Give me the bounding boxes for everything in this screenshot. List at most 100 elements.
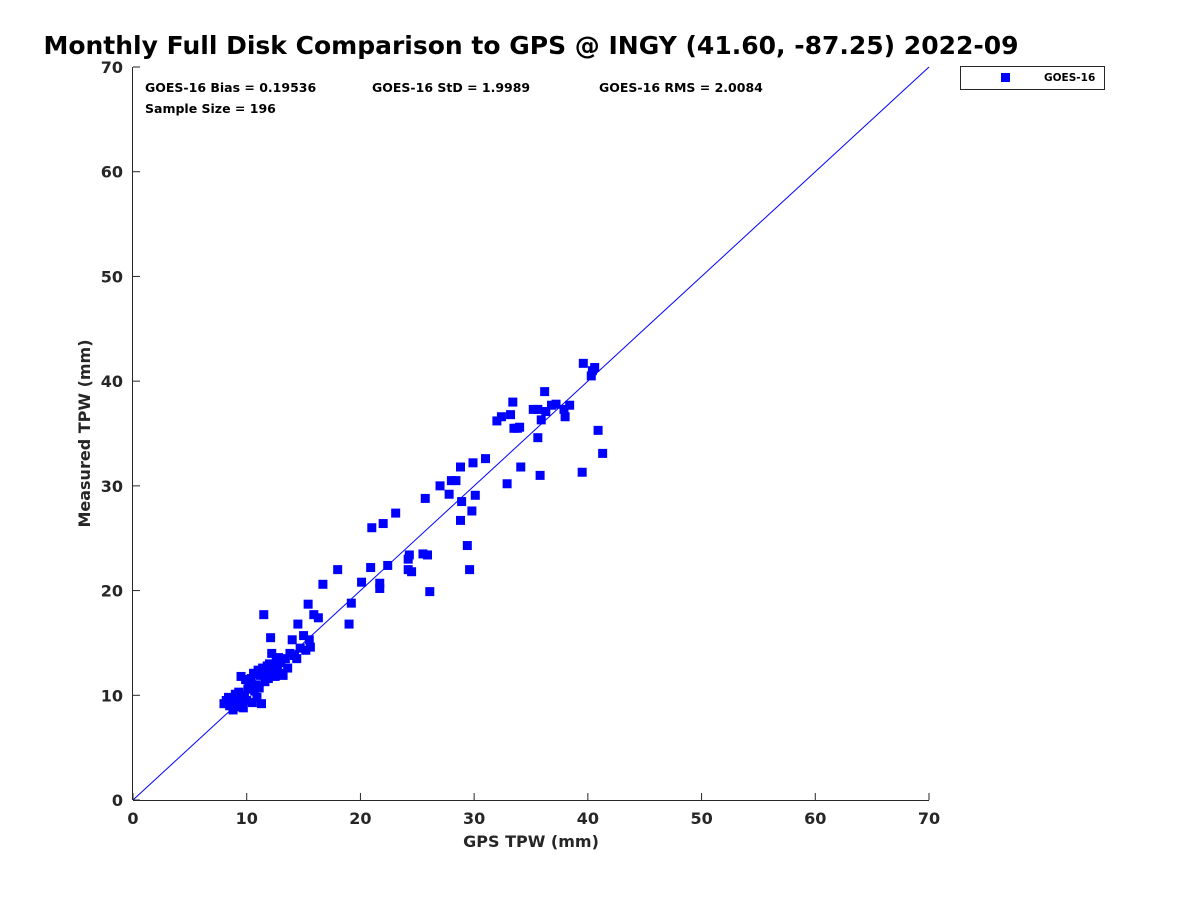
data-point xyxy=(586,371,596,381)
sample-size-stat: Sample Size = 196 xyxy=(145,101,276,116)
data-point xyxy=(375,578,385,588)
data-point xyxy=(598,448,608,458)
data-point xyxy=(541,407,551,417)
data-point xyxy=(565,400,575,410)
data-point xyxy=(274,653,284,663)
data-point xyxy=(313,613,323,623)
data-point xyxy=(266,633,276,643)
data-point xyxy=(559,404,569,414)
data-point xyxy=(378,519,388,529)
data-point xyxy=(425,587,435,597)
std-stat: GOES-16 StD = 1.9989 xyxy=(372,80,530,95)
x-axis-ticks: 0 10 20 30 40 50 60 70 xyxy=(127,793,940,828)
data-point xyxy=(305,642,315,652)
data-point xyxy=(451,476,461,486)
points-layer xyxy=(219,358,608,715)
data-point xyxy=(263,674,273,684)
data-point xyxy=(250,686,260,696)
data-point xyxy=(533,404,543,414)
data-point xyxy=(467,506,477,516)
y-tick-label: 70 xyxy=(101,58,123,77)
x-tick-label: 30 xyxy=(463,809,485,828)
data-point xyxy=(344,619,354,629)
reference-line xyxy=(132,66,930,801)
data-point xyxy=(446,476,456,486)
legend: GOES-16 xyxy=(960,66,1105,90)
data-point xyxy=(536,415,546,425)
data-point xyxy=(280,654,290,664)
x-tick-label: 10 xyxy=(236,809,258,828)
y-tick-label: 10 xyxy=(101,686,123,705)
data-point xyxy=(239,690,249,700)
data-point xyxy=(242,696,252,706)
bias-stat: GOES-16 Bias = 0.19536 xyxy=(145,80,316,95)
data-point xyxy=(465,565,475,575)
data-point xyxy=(515,422,525,432)
data-point xyxy=(295,643,305,653)
data-point xyxy=(546,400,556,410)
data-point xyxy=(252,692,262,702)
data-point xyxy=(299,631,309,641)
rms-stat: GOES-16 RMS = 2.0084 xyxy=(599,80,763,95)
x-tick-label: 60 xyxy=(804,809,826,828)
y-axis-label: Measured TPW (mm) xyxy=(75,339,94,527)
data-point xyxy=(516,462,526,472)
y-tick-label: 60 xyxy=(101,163,123,182)
x-tick-label: 70 xyxy=(918,809,940,828)
data-point xyxy=(259,610,269,620)
data-point xyxy=(234,687,244,697)
data-point xyxy=(357,577,367,587)
x-tick-label: 0 xyxy=(127,809,138,828)
plot-area: 0 10 20 30 40 50 60 70 0 10 20 30 40 50 60 70 xyxy=(101,58,940,828)
data-point xyxy=(253,665,263,675)
data-point xyxy=(276,658,286,668)
data-point xyxy=(224,692,234,702)
data-point xyxy=(593,425,603,435)
legend-marker xyxy=(1001,73,1010,82)
data-point xyxy=(540,387,550,397)
data-point xyxy=(346,598,356,608)
data-point xyxy=(258,663,268,673)
y-axis-ticks: 0 10 20 30 40 50 60 70 xyxy=(101,58,140,810)
data-point xyxy=(457,497,467,507)
x-axis-label: GPS TPW (mm) xyxy=(463,832,599,851)
data-point xyxy=(246,674,256,684)
data-point xyxy=(492,416,502,426)
data-point xyxy=(333,565,343,575)
data-point xyxy=(283,663,293,673)
data-point xyxy=(418,549,428,559)
data-point xyxy=(278,670,288,680)
data-point xyxy=(309,610,319,620)
data-point xyxy=(481,454,491,464)
data-point xyxy=(267,648,277,658)
data-point xyxy=(496,412,506,422)
data-point xyxy=(420,493,430,503)
data-point xyxy=(560,412,570,422)
data-point xyxy=(292,654,302,664)
data-point xyxy=(285,648,295,658)
data-point xyxy=(455,462,465,472)
data-point xyxy=(270,671,280,681)
data-point xyxy=(407,567,417,577)
data-point xyxy=(578,358,588,368)
data-point xyxy=(508,397,518,407)
data-point xyxy=(391,508,401,518)
data-point xyxy=(404,550,414,560)
data-point xyxy=(462,541,472,551)
data-point xyxy=(455,515,465,525)
data-point xyxy=(264,659,274,669)
y-tick-label: 0 xyxy=(112,791,123,810)
legend-box xyxy=(960,66,1105,90)
data-point xyxy=(245,681,255,691)
data-point xyxy=(247,698,257,708)
data-point xyxy=(256,699,266,709)
data-point xyxy=(236,671,246,681)
data-point xyxy=(293,619,303,629)
y-tick-label: 50 xyxy=(101,267,123,286)
data-point xyxy=(303,599,313,609)
data-point xyxy=(444,489,454,499)
x-tick-label: 40 xyxy=(577,809,599,828)
stats-annotations: GOES-16 Bias = 0.19536 GOES-16 StD = 1.9… xyxy=(145,80,763,116)
legend-label: GOES-16 xyxy=(1044,72,1095,84)
data-point xyxy=(367,523,377,533)
